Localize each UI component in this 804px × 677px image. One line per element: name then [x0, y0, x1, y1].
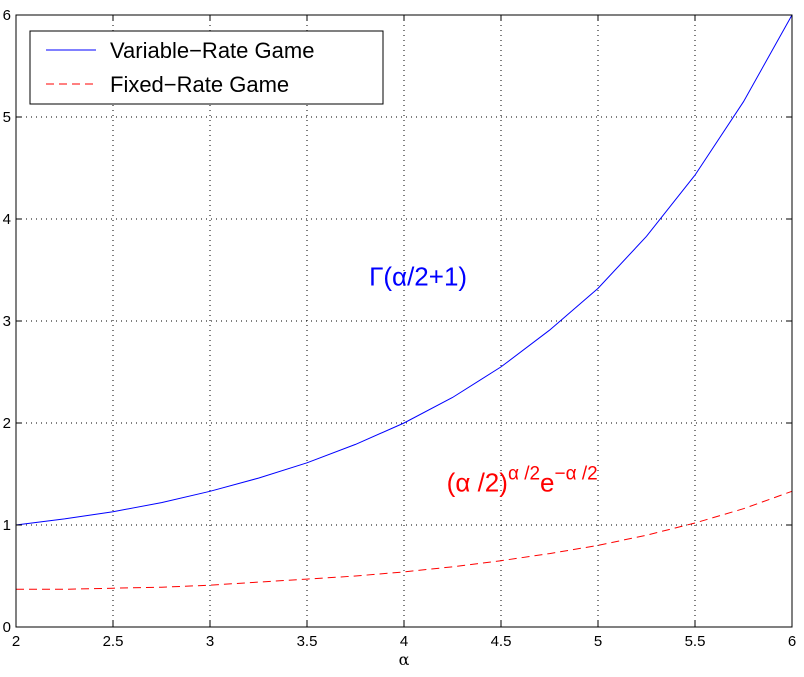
y-tick-label: 5 [3, 109, 11, 126]
x-tick-label: 3 [206, 633, 214, 650]
series-line-variable-rate [15, 14, 793, 526]
legend-label-variable: Variable−Rate Game [110, 38, 314, 63]
annotation-fixed-base: (α /2) [447, 467, 508, 497]
ticks: 2 2.5 3 3.5 4 4.5 5 5.5 6 0 1 2 3 4 5 6 [3, 7, 797, 650]
x-tick-label: 3.5 [297, 633, 318, 650]
y-tick-label: 2 [3, 415, 11, 432]
y-tick-label: 0 [3, 619, 11, 636]
annotation-fixed-text: (α /2)α /2e−α /2 [447, 463, 598, 497]
annotation-fixed-exponent: α /2 [508, 463, 540, 484]
grid [16, 15, 792, 627]
legend: Variable−Rate Game Fixed−Rate Game [29, 30, 384, 105]
series-layer [15, 14, 793, 590]
x-tick-label: 5 [594, 633, 602, 650]
x-tick-label: 4 [400, 633, 408, 650]
x-tick-label: 2.5 [103, 633, 124, 650]
x-tick-label: 6 [788, 633, 796, 650]
annotation-gamma-text: Γ(α/2+1) [369, 261, 467, 291]
x-tick-label: 4.5 [491, 633, 512, 650]
x-tick-label: 2 [12, 633, 20, 650]
x-tick-label: 5.5 [685, 633, 706, 650]
y-tick-label: 3 [3, 313, 11, 330]
annotation-gamma: Γ(α/2+1) [369, 261, 467, 291]
legend-label-fixed: Fixed−Rate Game [110, 72, 289, 97]
y-tick-label: 1 [3, 517, 11, 534]
annotation-fixed-e-exponent: −α /2 [555, 463, 598, 484]
annotation-fixed: (α /2)α /2e−α /2 [447, 463, 598, 497]
legend-box [29, 30, 384, 105]
series-line-fixed-rate [16, 490, 793, 590]
x-axis-label: α [399, 650, 410, 669]
y-tick-label: 6 [3, 7, 11, 24]
annotation-fixed-e: e [540, 467, 554, 497]
y-tick-label: 4 [3, 211, 11, 228]
